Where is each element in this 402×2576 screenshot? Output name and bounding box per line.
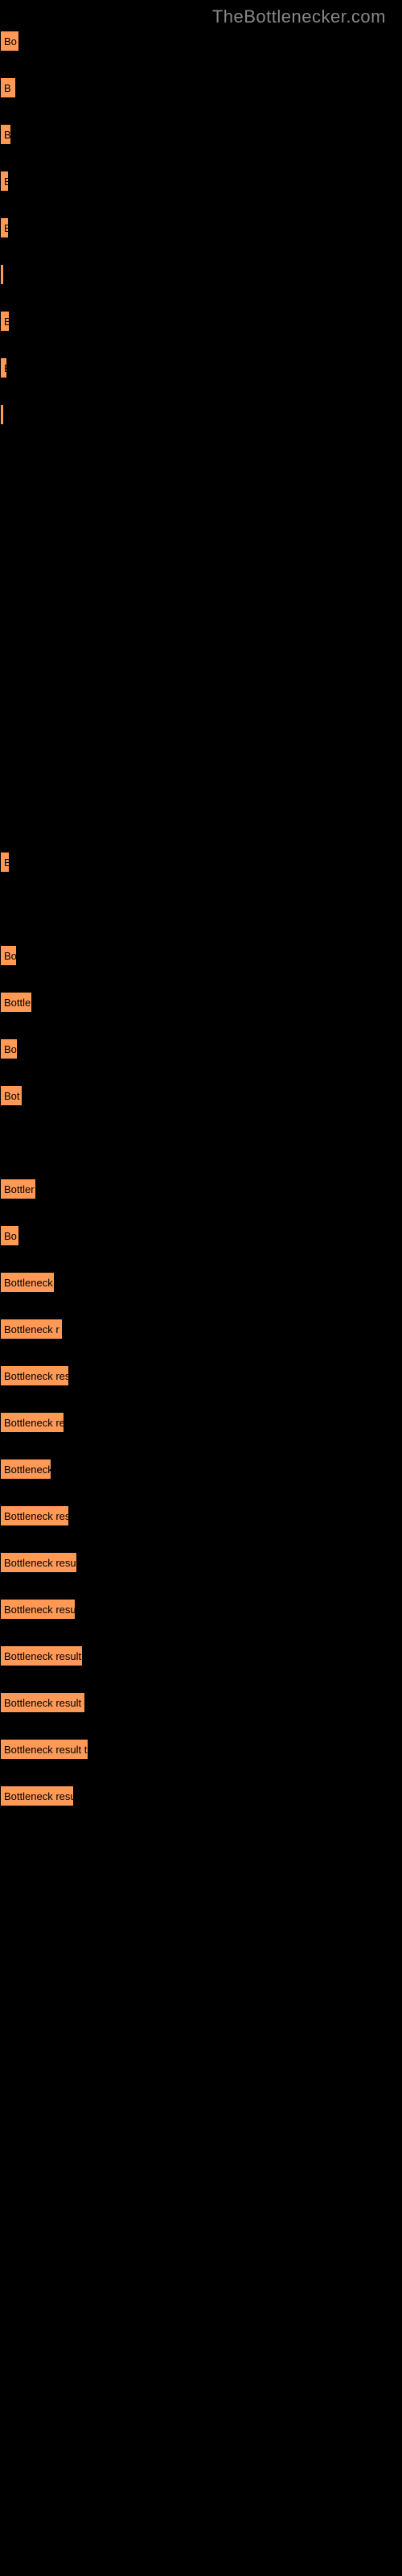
bar-row: Bottleneck resu bbox=[0, 1785, 402, 1806]
bar: Bottleneck resu bbox=[0, 1599, 76, 1620]
bar: Bottleneck resu bbox=[0, 1785, 74, 1806]
bar-label: Bottleneck resu bbox=[1, 1604, 76, 1616]
bar-row: B bbox=[0, 357, 402, 378]
bar: Bottler bbox=[0, 1179, 36, 1199]
bar-row: Bottleneck bbox=[0, 1272, 402, 1293]
bar: Bo bbox=[0, 945, 17, 966]
bar: Bottleneck bbox=[0, 1272, 55, 1293]
bar-label: B bbox=[1, 175, 9, 188]
bar-label: Bottleneck result bbox=[1, 1697, 81, 1709]
bar-row: Bottleneck res bbox=[0, 1365, 402, 1386]
bar-label: Bo bbox=[1, 1230, 17, 1242]
bar: Bottleneck result bbox=[0, 1645, 83, 1666]
bar: B bbox=[0, 124, 11, 145]
bar-label: B bbox=[1, 857, 10, 869]
bar-row: Bottleneck re bbox=[0, 1412, 402, 1433]
bar-label: B bbox=[1, 316, 10, 328]
bar-row: Bottleneck result t bbox=[0, 1739, 402, 1760]
bar-row: Bottleneck result bbox=[0, 1692, 402, 1713]
bar: B bbox=[0, 77, 16, 98]
bar: Bottleneck res bbox=[0, 1365, 69, 1386]
bar: Bottleneck r bbox=[0, 1319, 63, 1340]
bar-label: B bbox=[1, 82, 11, 94]
bar-row: Bottleneck result bbox=[0, 1645, 402, 1666]
bar: Bottleneck bbox=[0, 1459, 51, 1480]
bar-label: Bottleneck res bbox=[1, 1510, 69, 1522]
bar-label: B bbox=[1, 129, 11, 141]
site-header: TheBottlenecker.com bbox=[0, 0, 402, 31]
bar: Bottleneck res bbox=[0, 1505, 69, 1526]
bar: Bottleneck result bbox=[0, 1692, 85, 1713]
bar-row: Bo bbox=[0, 31, 402, 52]
bar: Bottleneck resul bbox=[0, 1552, 77, 1573]
bar: Bottle bbox=[0, 992, 32, 1013]
bar: Bo bbox=[0, 1225, 19, 1246]
bar-row: B bbox=[0, 852, 402, 873]
bar-chart: Bo B B B B B B B Bo Bottle Bo Bot Bottler Bo Bottlenec… bbox=[0, 31, 402, 1848]
bar-row: Bottleneck resul bbox=[0, 1552, 402, 1573]
bar-row: Bottleneck r bbox=[0, 1319, 402, 1340]
bar-row: B bbox=[0, 171, 402, 192]
bar-label: Bottleneck resu bbox=[1, 1790, 74, 1802]
bar-label: Bo bbox=[1, 950, 17, 962]
site-title: TheBottlenecker.com bbox=[212, 6, 386, 27]
bar-row: B bbox=[0, 77, 402, 98]
bar bbox=[0, 264, 4, 285]
bar-label: Bot bbox=[1, 1090, 20, 1102]
bar-label: Bottleneck res bbox=[1, 1370, 69, 1382]
bar-label: Bo bbox=[1, 1043, 17, 1055]
bar-label: B bbox=[1, 362, 7, 374]
bar: Bot bbox=[0, 1085, 23, 1106]
bar-label: Bo bbox=[1, 35, 17, 47]
bar: Bottleneck result t bbox=[0, 1739, 88, 1760]
bar-row: Bo bbox=[0, 945, 402, 966]
bar-label: Bottle bbox=[1, 997, 31, 1009]
bar-label: Bottler bbox=[1, 1183, 35, 1195]
bar: Bo bbox=[0, 1038, 18, 1059]
bar: B bbox=[0, 171, 9, 192]
bar: Bo bbox=[0, 31, 19, 52]
bar-row: Bottle bbox=[0, 992, 402, 1013]
bar-label: Bottleneck result bbox=[1, 1650, 81, 1662]
bar-row: Bo bbox=[0, 1038, 402, 1059]
bar-label: Bottleneck bbox=[1, 1463, 51, 1476]
bar-row: Bottleneck res bbox=[0, 1505, 402, 1526]
bar-row: Bottleneck bbox=[0, 1459, 402, 1480]
bar-row: B bbox=[0, 124, 402, 145]
bar-label: Bottleneck bbox=[1, 1277, 53, 1289]
bar-label: Bottleneck r bbox=[1, 1323, 59, 1335]
bar: B bbox=[0, 357, 7, 378]
bar-row: B bbox=[0, 311, 402, 332]
bar-label: Bottleneck re bbox=[1, 1417, 64, 1429]
bar-row: Bo bbox=[0, 1225, 402, 1246]
bar-row: Bottleneck resu bbox=[0, 1599, 402, 1620]
bar: B bbox=[0, 852, 10, 873]
bar-row: B bbox=[0, 217, 402, 238]
bar: B bbox=[0, 311, 10, 332]
bar-row bbox=[0, 404, 402, 425]
bar-label: Bottleneck result t bbox=[1, 1744, 87, 1756]
bar: B bbox=[0, 217, 9, 238]
bar: Bottleneck re bbox=[0, 1412, 64, 1433]
bar-row: Bot bbox=[0, 1085, 402, 1106]
bar bbox=[0, 404, 4, 425]
bar-label: B bbox=[1, 222, 9, 234]
bar-row: Bottler bbox=[0, 1179, 402, 1199]
bar-row bbox=[0, 264, 402, 285]
bar-label: Bottleneck resul bbox=[1, 1557, 77, 1569]
